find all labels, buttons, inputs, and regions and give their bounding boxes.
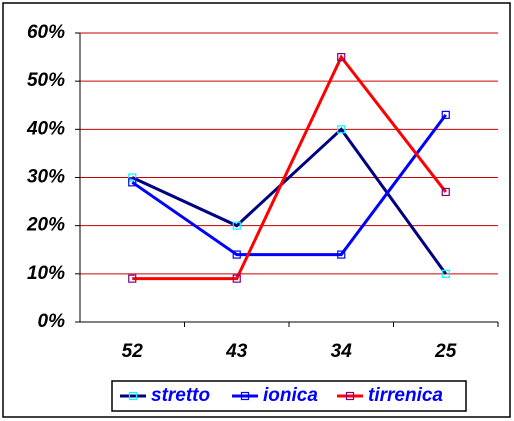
- x-tick-label: 34: [331, 341, 353, 362]
- legend-marker: [345, 391, 355, 401]
- marker: [337, 125, 346, 134]
- marker: [441, 110, 450, 119]
- marker: [128, 274, 137, 283]
- line: [132, 54, 447, 281]
- marker: [337, 52, 346, 62]
- legend-label: stretto: [151, 385, 210, 406]
- marker: [232, 221, 241, 230]
- marker: [128, 173, 137, 182]
- legend-marker: [128, 391, 138, 401]
- y-tick-label: 60%: [27, 22, 65, 43]
- x-tick-label: 43: [225, 341, 248, 362]
- line: [131, 113, 447, 257]
- marker: [128, 178, 137, 187]
- y-tick-label: 50%: [27, 70, 65, 91]
- marker: [441, 269, 450, 278]
- legend-label: tirrenica: [368, 385, 443, 406]
- y-tick-label: 10%: [27, 263, 65, 284]
- y-tick-label: 20%: [26, 215, 65, 236]
- x-tick-label: 52: [122, 341, 144, 362]
- y-tick-label: 30%: [27, 167, 65, 188]
- x-tick-label: 25: [434, 341, 457, 362]
- line: [131, 127, 447, 275]
- chart-border: [2, 2, 511, 418]
- y-tick-label: 0%: [38, 311, 66, 332]
- legend-box: [111, 380, 467, 412]
- marker: [337, 250, 346, 259]
- legend-label: ionica: [263, 385, 318, 406]
- marker: [232, 250, 241, 259]
- y-tick-label: 40%: [26, 118, 65, 139]
- marker: [441, 187, 450, 197]
- marker: [232, 274, 241, 283]
- legend-marker: [240, 391, 250, 401]
